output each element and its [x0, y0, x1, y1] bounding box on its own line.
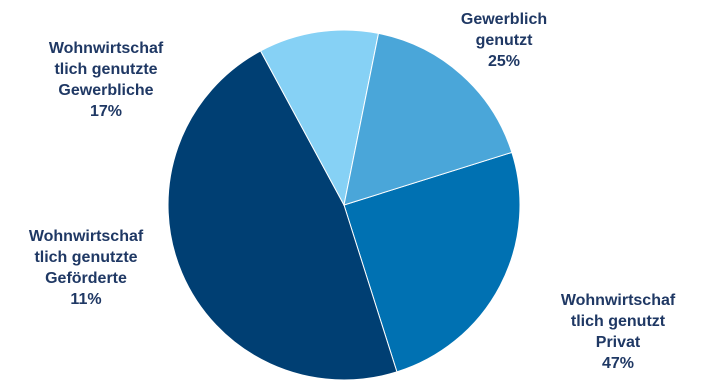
slice-percent: 25% [487, 53, 521, 70]
slice-percent: 17% [89, 103, 123, 120]
slice-label-gewerblich: Gewerblich genutzt 25% [434, 9, 574, 72]
pie-slice-gewerbliche [343, 32, 513, 206]
slice-label-gewerbliche: Wohnwirtschaf tlich genutzte Gewerbliche… [26, 38, 186, 122]
slice-label-line: Geförderte [45, 270, 127, 287]
pie-slice-gefoerderte [259, 29, 380, 207]
slice-label-line: tlich genutzte [34, 249, 138, 266]
slice-percent: 47% [601, 355, 635, 372]
slice-label-gefoerderte: Wohnwirtschaf tlich genutzte Geförderte … [6, 226, 166, 310]
slice-label-privat: Wohnwirtschaf tlich genutzt Privat 47% [538, 290, 698, 374]
slice-label-line: Gewerbliche [58, 82, 154, 99]
slice-label-line: Gewerblich [460, 11, 548, 28]
slice-label-line: genutzt [475, 32, 533, 49]
slice-label-line: Wohnwirtschaf [28, 228, 144, 245]
slice-label-line: tlich genutzte [54, 61, 158, 78]
slice-label-line: Wohnwirtschaf [560, 292, 676, 309]
pie-slice-gewerblich [343, 151, 521, 373]
slice-percent: 11% [70, 291, 102, 308]
slice-label-line: Privat [595, 334, 641, 351]
pie-slice-privat [167, 50, 398, 381]
slice-label-line: Wohnwirtschaf [48, 40, 164, 57]
slice-label-line: tlich genutzt [570, 313, 666, 330]
